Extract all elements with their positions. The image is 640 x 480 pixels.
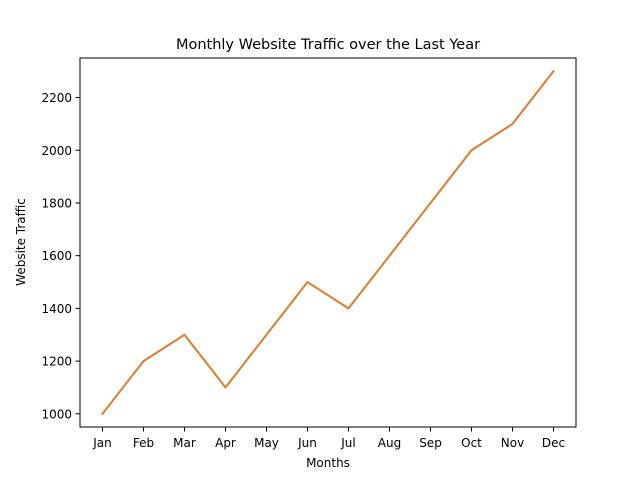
x-axis-label: Months bbox=[306, 456, 350, 470]
x-axis-ticks: Jan Feb Mar Apr May Jun Jul Aug Sep Oct Nov Dec bbox=[92, 427, 565, 450]
series-layer bbox=[101, 69, 555, 416]
chart-title: Monthly Website Traffic over the Last Ye… bbox=[176, 37, 480, 53]
y-tick-label: 2000 bbox=[41, 144, 72, 158]
y-tick-label: 1400 bbox=[41, 302, 72, 316]
x-tick-label: Aug bbox=[378, 436, 401, 450]
x-tick-label: Sep bbox=[419, 436, 442, 450]
x-tick-label: Dec bbox=[542, 436, 565, 450]
y-tick-label: 2200 bbox=[41, 91, 72, 105]
x-tick-label: Jan bbox=[92, 436, 112, 450]
y-axis-label: Website Traffic bbox=[14, 198, 28, 286]
y-axis-ticks: 1000 1200 1400 1600 1800 2000 2200 bbox=[41, 91, 80, 421]
y-tick-label: 1800 bbox=[41, 196, 72, 210]
plot-frame bbox=[79, 57, 577, 428]
y-tick-label: 1000 bbox=[41, 407, 72, 421]
x-tick-label: Apr bbox=[215, 436, 236, 450]
traffic-line bbox=[101, 69, 555, 416]
x-tick-label: Oct bbox=[461, 436, 482, 450]
x-tick-label: Mar bbox=[173, 436, 196, 450]
x-tick-label: Jun bbox=[297, 436, 317, 450]
y-tick-label: 1200 bbox=[41, 355, 72, 369]
y-tick-label: 1600 bbox=[41, 249, 72, 263]
axes-frame bbox=[79, 57, 577, 428]
x-tick-label: May bbox=[254, 436, 279, 450]
x-tick-label: Feb bbox=[133, 436, 154, 450]
x-tick-label: Jul bbox=[340, 436, 355, 450]
x-tick-label: Nov bbox=[501, 436, 524, 450]
